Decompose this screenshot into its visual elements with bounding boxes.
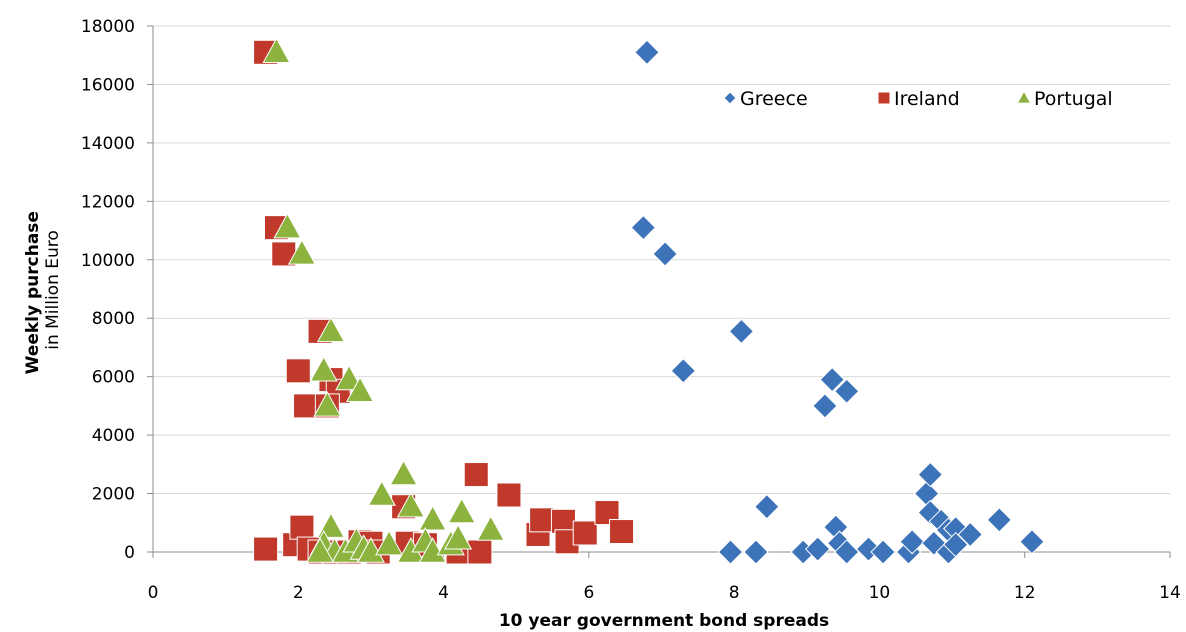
axes	[147, 25, 1171, 558]
x-tick-label: 4	[438, 583, 449, 603]
data-points	[253, 37, 1045, 565]
greece-point	[913, 480, 940, 507]
greece-point	[634, 39, 660, 66]
ireland-point	[463, 462, 489, 488]
x-tick-label: 8	[729, 583, 740, 603]
greece-point	[670, 358, 696, 384]
x-axis-title: 10 year government bond spreads	[499, 611, 829, 631]
portugal-point	[287, 239, 316, 265]
portugal-point	[313, 391, 342, 417]
portugal-point	[396, 491, 425, 518]
x-tick-label: 14	[1159, 583, 1181, 603]
y-tick-label: 10000	[81, 251, 135, 271]
portugal-point	[476, 515, 505, 541]
greece-point	[728, 318, 755, 345]
portugal-point	[418, 505, 447, 531]
legend-label-portugal: Portugal	[1034, 88, 1113, 110]
ireland-point	[572, 520, 598, 546]
greece-point	[804, 536, 831, 562]
ireland-point	[293, 393, 319, 419]
legend-marker-greece	[723, 91, 737, 105]
portugal-point	[444, 524, 473, 550]
greece-point	[942, 531, 969, 558]
y-tick-label: 4000	[92, 426, 135, 446]
legend: Greece Ireland Portugal	[723, 88, 1113, 110]
y-tick-labels: 0 2000 4000 6000 8000 10000 12000 14000 16000 180…	[81, 17, 135, 563]
y-tick-label: 14000	[81, 134, 135, 154]
greece-point	[717, 539, 744, 565]
y-tick-label: 0	[124, 543, 135, 563]
portugal-point	[389, 459, 418, 486]
x-tick-label: 2	[293, 583, 304, 603]
greece-point	[652, 241, 678, 267]
portugal-point	[316, 316, 346, 343]
y-tick-label: 18000	[81, 17, 135, 37]
y-tick-label: 16000	[81, 75, 135, 95]
ireland-point	[289, 514, 315, 540]
portugal-point	[306, 537, 335, 563]
portugal-point	[447, 497, 476, 524]
x-tick-label: 6	[583, 583, 594, 603]
portugal-point	[356, 537, 385, 563]
portugal-point	[375, 529, 404, 556]
greece-point	[986, 507, 1012, 533]
y-tick-label: 12000	[81, 192, 135, 212]
y-axis-title-sub: in Million Euro	[43, 230, 63, 350]
legend-marker-portugal	[1016, 90, 1032, 104]
greece-point	[1019, 529, 1045, 555]
greece-point	[834, 539, 860, 565]
legend-label-ireland: Ireland	[894, 88, 960, 110]
greece-point	[870, 539, 896, 565]
x-tick-labels: 0 2 4 6 8 10 12 14	[148, 583, 1181, 603]
ireland-point	[253, 536, 279, 562]
portugal-point	[367, 480, 396, 506]
greece-point	[917, 461, 943, 488]
greece-point	[630, 214, 657, 241]
greece-point	[743, 539, 769, 565]
greece-point	[957, 521, 983, 548]
y-tick-label: 2000	[92, 485, 135, 505]
legend-label-greece: Greece	[740, 88, 808, 110]
greece-point	[819, 366, 845, 393]
greece-point	[899, 529, 925, 555]
portugal-point	[309, 355, 338, 382]
greece-point	[754, 493, 780, 520]
portugal-point	[418, 537, 447, 563]
greece-point	[812, 393, 838, 419]
x-tick-label: 0	[148, 583, 159, 603]
ireland-point	[609, 519, 635, 545]
y-tick-label: 6000	[92, 368, 135, 388]
y-axis-title-main: Weekly purchase	[23, 211, 43, 374]
portugal-point	[335, 364, 364, 391]
ireland-point	[529, 507, 555, 533]
portugal-point	[273, 212, 302, 239]
y-axis-title: Weekly purchase in Million Euro	[23, 206, 63, 375]
ireland-point	[467, 539, 493, 565]
ireland-point	[496, 482, 522, 508]
ireland-point	[285, 358, 311, 384]
legend-marker-ireland	[877, 91, 891, 105]
x-tick-label: 10	[869, 583, 891, 603]
y-tick-label: 8000	[92, 309, 135, 329]
greece-point	[834, 378, 860, 404]
x-tick-label: 12	[1014, 583, 1036, 603]
portugal-point	[262, 37, 291, 63]
portugal-point	[345, 376, 375, 402]
